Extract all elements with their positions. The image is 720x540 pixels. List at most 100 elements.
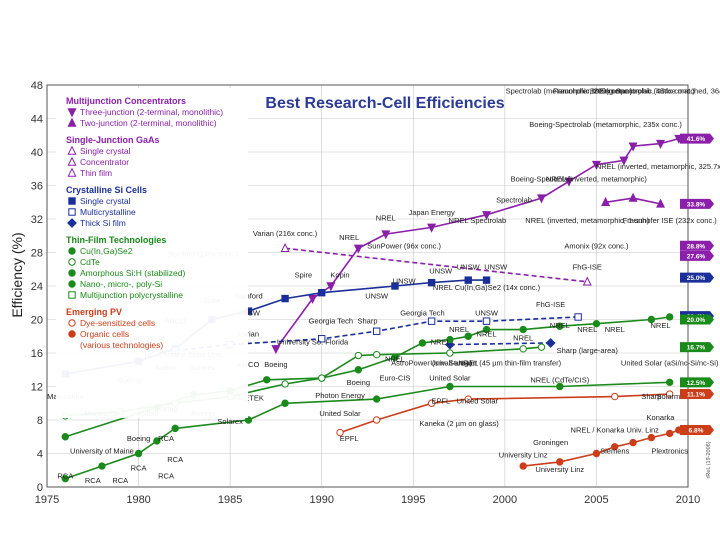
legend-item: Dye-sensitized cells bbox=[80, 318, 155, 328]
annotation-label: RCA bbox=[112, 476, 128, 485]
data-point bbox=[519, 462, 527, 470]
y-tick-label: 36 bbox=[31, 181, 43, 193]
annotation-label: EPFL bbox=[431, 396, 450, 405]
data-point bbox=[336, 428, 344, 437]
record-badge-label: 11.1% bbox=[687, 392, 705, 399]
record-badge bbox=[680, 133, 714, 144]
data-point bbox=[537, 343, 546, 351]
annotation-label: Boeing-Spectrolab bbox=[511, 174, 573, 183]
annotation-label: UNSW bbox=[457, 262, 481, 271]
x-tick-label: 1995 bbox=[401, 494, 425, 506]
data-point bbox=[611, 392, 619, 401]
y-tick-label: 40 bbox=[31, 147, 43, 159]
data-point bbox=[591, 160, 601, 170]
data-point bbox=[556, 458, 564, 466]
annotation-label: ARCO bbox=[238, 360, 260, 369]
data-point bbox=[318, 335, 326, 343]
record-badge bbox=[680, 389, 714, 400]
legend-item: Organic cells bbox=[80, 329, 129, 339]
annotation-label: Solarex bbox=[217, 417, 243, 426]
x-tick-label: 1990 bbox=[309, 494, 333, 506]
data-point bbox=[98, 462, 106, 470]
data-point bbox=[464, 276, 472, 284]
annotation-label: NREL bbox=[339, 233, 359, 242]
data-point bbox=[418, 339, 427, 347]
x-tick-label: 2000 bbox=[493, 494, 517, 506]
legend-group-title: Multijunction Concentrators bbox=[66, 96, 186, 106]
x-tick-label: 2010 bbox=[676, 494, 700, 506]
legend-item: Thin film bbox=[80, 168, 112, 178]
data-point bbox=[153, 437, 161, 445]
data-point bbox=[67, 156, 77, 166]
annotation-label: RCA bbox=[57, 472, 73, 481]
data-point bbox=[482, 211, 492, 221]
annotation-label: Konarka bbox=[647, 413, 676, 422]
data-point bbox=[611, 443, 619, 451]
record-badge bbox=[680, 198, 714, 209]
data-point bbox=[68, 208, 76, 216]
data-point bbox=[67, 145, 77, 155]
data-point bbox=[67, 117, 77, 127]
data-point bbox=[61, 474, 70, 483]
legend-background bbox=[56, 88, 248, 418]
data-point bbox=[628, 142, 638, 152]
annotation-label: UNSW bbox=[393, 276, 417, 285]
annotation-label: EPFL bbox=[340, 434, 359, 443]
annotation-label: RCA bbox=[131, 463, 147, 472]
annotation-label: Groningen bbox=[533, 438, 568, 447]
data-point bbox=[647, 433, 656, 442]
data-point bbox=[134, 449, 143, 458]
series-line bbox=[339, 393, 670, 434]
y-tick-label: 32 bbox=[31, 214, 43, 226]
data-point bbox=[556, 382, 564, 391]
data-point bbox=[68, 247, 76, 255]
data-point bbox=[656, 139, 666, 149]
annotation-label: Boeing-Spectrolab (metamorphic, 235x con… bbox=[529, 120, 682, 129]
y-tick-label: 16 bbox=[31, 348, 43, 360]
data-point bbox=[171, 424, 179, 433]
annotation-label: UNSW bbox=[365, 292, 389, 301]
annotation-label: UNSW bbox=[475, 308, 499, 317]
record-badge bbox=[680, 425, 714, 436]
annotation-label: United Solar bbox=[319, 409, 361, 418]
record-badge bbox=[680, 377, 714, 388]
legend: Multijunction ConcentratorsThree-junctio… bbox=[66, 96, 223, 350]
annotation-label: SunPower (96x conc.) bbox=[367, 241, 441, 250]
annotation-label: Varian (216x conc.) bbox=[253, 229, 318, 238]
annotation-label: University Linz bbox=[535, 465, 584, 474]
data-point bbox=[482, 317, 491, 325]
data-point bbox=[665, 429, 674, 438]
legend-item: Single crystal bbox=[80, 146, 131, 156]
record-badge-label: 27.6% bbox=[687, 253, 706, 260]
y-tick-label: 4 bbox=[37, 449, 43, 461]
legend-item: Single crystal bbox=[80, 196, 131, 206]
data-point bbox=[564, 177, 574, 187]
record-badge bbox=[680, 240, 714, 251]
annotation-label: NREL (CdTe/CIS) bbox=[530, 375, 589, 384]
annotation-label: UNSW bbox=[237, 308, 261, 317]
data-point bbox=[372, 416, 381, 424]
x-tick-label: 1980 bbox=[126, 494, 150, 506]
x-tick-label: 2005 bbox=[584, 494, 608, 506]
data-point bbox=[271, 345, 281, 355]
data-point bbox=[574, 313, 582, 321]
annotation-label: Sharp bbox=[641, 392, 661, 401]
annotation-label: Siemens bbox=[600, 447, 629, 456]
data-point bbox=[372, 327, 381, 335]
legend-item: Thick Si film bbox=[80, 218, 126, 228]
annotation-label: Kaneka (2 µm on glass) bbox=[419, 419, 499, 428]
legend-item: Nano-, micro-, poly-Si bbox=[80, 279, 162, 289]
data-point bbox=[280, 242, 290, 253]
annotation-label: NREL bbox=[550, 321, 570, 330]
annotation-label: AMETEK bbox=[233, 394, 264, 403]
annotation-label: Amonix (92x conc.) bbox=[564, 241, 629, 250]
annotation-label: NREL / Konarka Univ. Linz bbox=[571, 426, 660, 435]
annotation-label: FhG-ISE bbox=[536, 300, 565, 309]
annotation-label: NREL bbox=[431, 338, 451, 347]
annotation-label: Boeing bbox=[264, 360, 287, 369]
annotation-label: Spectrolab (metamorphic, 299x conc.) bbox=[506, 86, 633, 95]
annotation-label: Euro-CIS bbox=[380, 374, 411, 383]
legend-item: Multicrystalline bbox=[80, 207, 136, 217]
record-badge-label: 33.8% bbox=[687, 201, 706, 208]
